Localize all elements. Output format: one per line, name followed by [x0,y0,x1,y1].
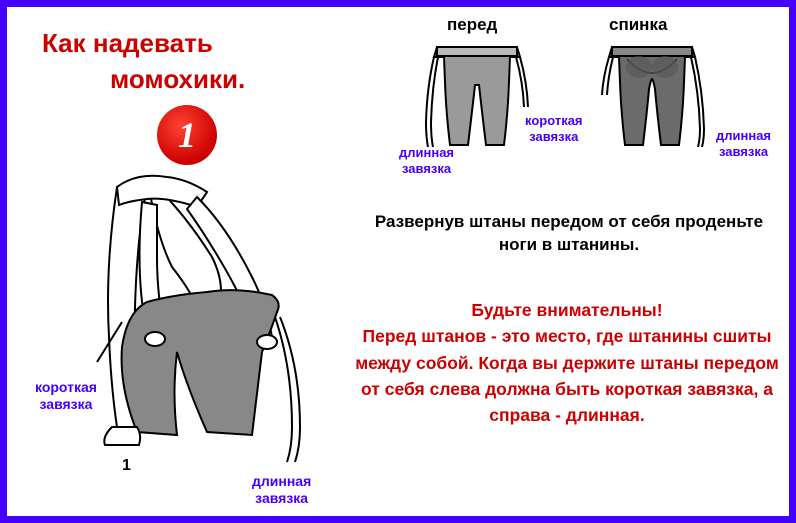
label-long-tie-main: длинная завязка [252,473,311,507]
label-short-tie-front: короткая завязка [525,113,583,144]
label-front: перед [447,15,497,35]
warning-text: Будьте внимательны!Перед штанов - это ме… [347,297,787,428]
title-line1: Как надевать [42,28,213,58]
title: Как надевать момохики. [42,25,245,98]
label-long-tie-back: длинная завязка [716,128,771,159]
label-back: спинка [609,15,667,35]
pants-front-icon [412,37,542,157]
instruction-card: Как надевать момохики. 1 [0,0,796,523]
label-short-tie-main: короткая завязка [35,379,97,413]
instruction-text: Развернув штаны передом от себя проденьт… [359,211,779,257]
figure-number: 1 [122,457,131,475]
figure-person-stepping [57,127,327,467]
title-line2: момохики. [110,61,245,97]
pants-back-icon [587,37,717,157]
label-long-tie-front: длинная завязка [399,145,454,176]
